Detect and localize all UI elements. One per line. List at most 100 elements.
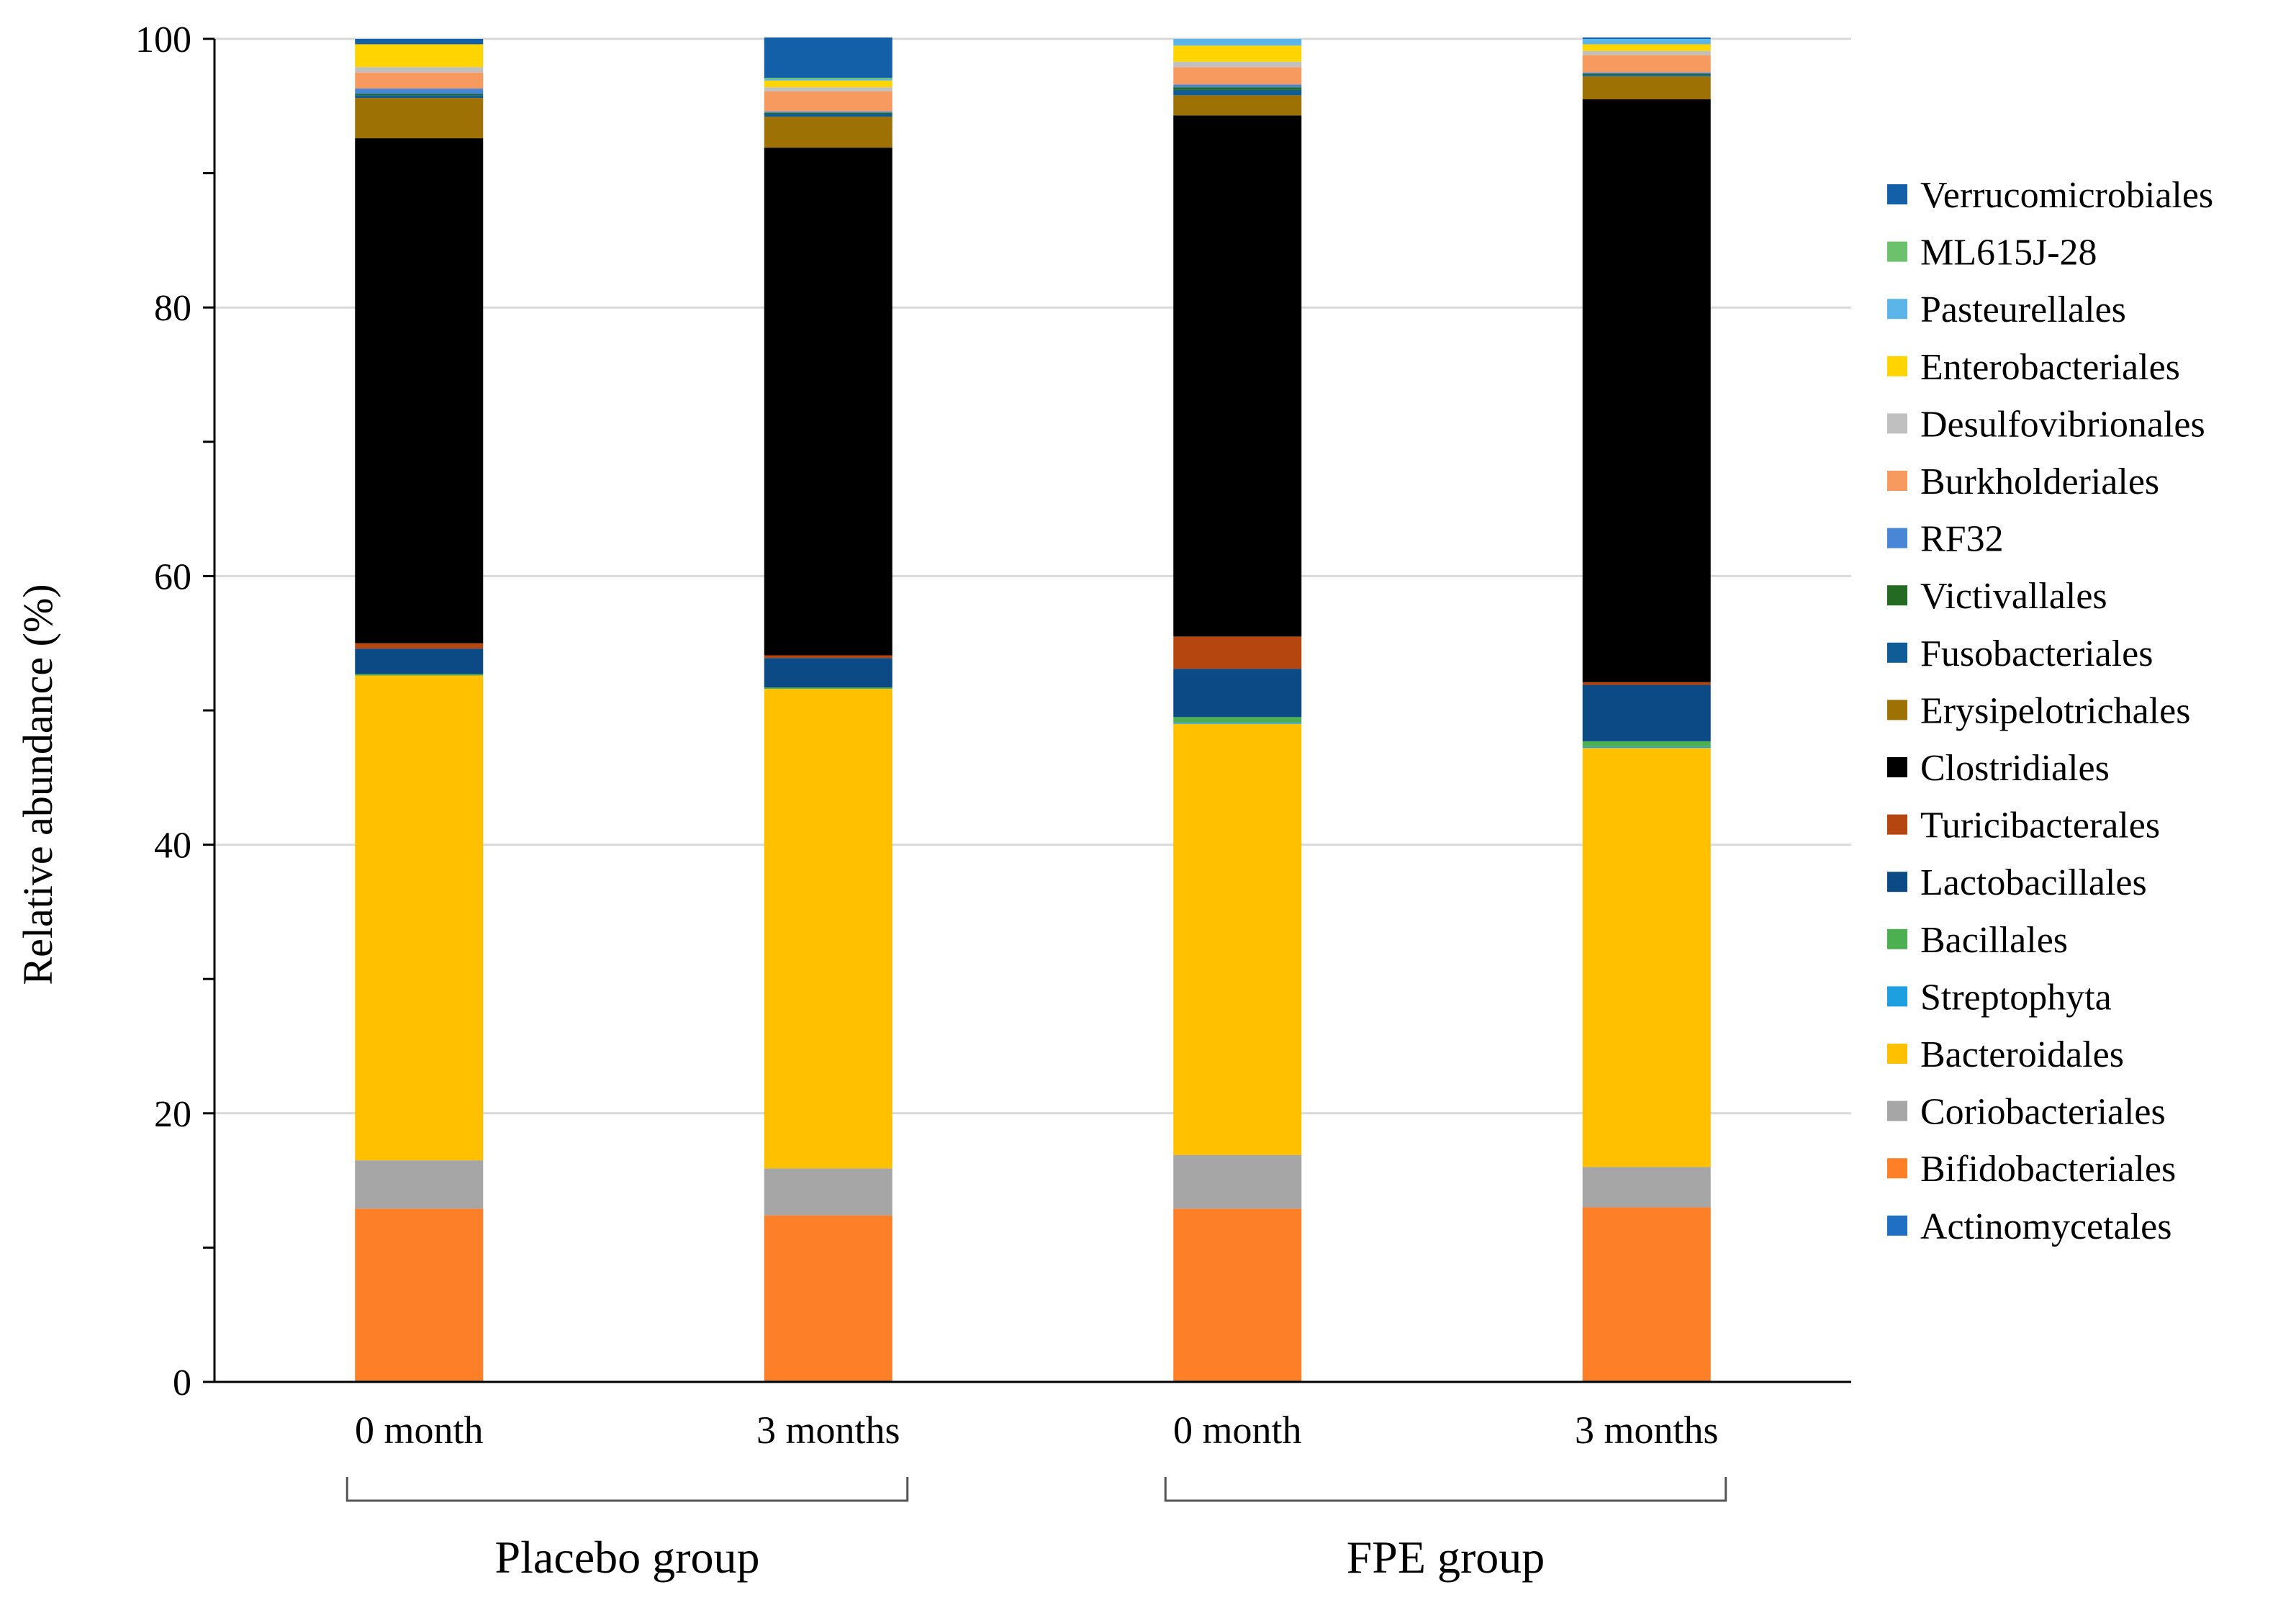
legend-label: Lactobacillales xyxy=(1920,862,2147,903)
legend-label: Victivallales xyxy=(1920,576,2107,617)
bar-segment-victivallales xyxy=(1173,87,1302,90)
bar-segment-burkholderiales xyxy=(355,72,484,89)
bar-segment-bacillales xyxy=(764,687,892,690)
y-tick-label: 60 xyxy=(154,556,191,597)
bar-segment-victivallales xyxy=(764,112,892,114)
legend: Verrucomicrobiales ML615J-28 Pasteurellale… xyxy=(1887,175,2213,1247)
legend-label: Fusobacteriales xyxy=(1920,633,2153,674)
legend-label: Burkholderiales xyxy=(1920,461,2159,502)
bar-segment-turicibacterales xyxy=(1173,636,1302,669)
legend-label: Bifidobacteriales xyxy=(1920,1149,2176,1190)
bar-segment-rf32 xyxy=(355,89,484,94)
bar-segment-verrucomicrobiales xyxy=(355,39,484,45)
legend-swatch xyxy=(1887,814,1907,835)
legend-swatch xyxy=(1887,986,1907,1007)
legend-swatch xyxy=(1887,642,1907,663)
bar-segment-bifidobacteriales xyxy=(1173,1208,1302,1381)
group-brackets: Placebo group FPE group xyxy=(345,1477,1727,1583)
bar-segment-erysipelotrichales xyxy=(764,117,892,148)
legend-label: Enterobacteriales xyxy=(1920,347,2180,388)
bar-segment-ml615j-28 xyxy=(764,78,892,79)
bar-segment-enterobacteriales xyxy=(1582,44,1711,51)
legend-label: Bacillales xyxy=(1920,920,2068,961)
bar-segment-verrucomicrobiales xyxy=(764,37,892,78)
bar-segment-bifidobacteriales xyxy=(764,1215,892,1381)
category-label: 3 months xyxy=(1575,1409,1719,1452)
bar-segment-clostridiales xyxy=(764,148,892,656)
legend-label: Coriobacteriales xyxy=(1920,1092,2166,1133)
bar-segment-streptophyta xyxy=(1173,722,1302,724)
bar-segment-victivallales xyxy=(355,94,484,96)
legend-swatch xyxy=(1887,872,1907,892)
bar-segment-rf32 xyxy=(1173,84,1302,88)
bar-segment-rf32 xyxy=(764,111,892,113)
legend-swatch xyxy=(1887,1158,1907,1179)
bar-segment-desulfovibrionales xyxy=(355,67,484,73)
bar-segment-turicibacterales xyxy=(1582,682,1711,685)
bar-segment-erysipelotrichales xyxy=(1582,76,1711,99)
legend-label: Actinomycetales xyxy=(1920,1206,2171,1247)
legend-label: Clostridiales xyxy=(1920,748,2110,789)
bar-segment-desulfovibrionales xyxy=(764,87,892,91)
y-tick-label: 40 xyxy=(154,826,191,867)
y-tick-label: 0 xyxy=(173,1362,191,1404)
bar-segment-bacillales xyxy=(1582,741,1711,747)
bar-segment-burkholderiales xyxy=(1173,67,1302,85)
bar-segment-bacillales xyxy=(1173,717,1302,723)
legend-label: Verrucomicrobiales xyxy=(1920,175,2213,216)
bar-segment-bacillales xyxy=(355,674,484,676)
legend-swatch xyxy=(1887,1044,1907,1064)
bar-segment-coriobacteriales xyxy=(1173,1154,1302,1209)
legend-swatch xyxy=(1887,757,1907,777)
bar-segment-lactobacillales xyxy=(355,648,484,674)
legend-swatch xyxy=(1887,184,1907,204)
bar-segment-desulfovibrionales xyxy=(1173,61,1302,68)
legend-swatch xyxy=(1887,528,1907,548)
group-bracket xyxy=(1164,1477,1727,1502)
bar-segment-enterobacteriales xyxy=(1173,45,1302,62)
category-labels: 0 month 3 months 0 month 3 months xyxy=(355,1409,1719,1452)
group-bracket xyxy=(345,1477,909,1502)
bar-segment-erysipelotrichales xyxy=(1173,95,1302,116)
legend-label: Bacteroidales xyxy=(1920,1034,2124,1075)
bar-segment-pasteurellales xyxy=(1173,39,1302,46)
y-tick-label: 20 xyxy=(154,1094,191,1135)
bar-segment-clostridiales xyxy=(1173,115,1302,637)
bar-segment-enterobacteriales xyxy=(764,80,892,88)
bar-segment-coriobacteriales xyxy=(1582,1167,1711,1208)
bar-segment-verrucomicrobiales xyxy=(1582,37,1711,39)
bar-segment-clostridiales xyxy=(355,138,484,643)
category-label: 0 month xyxy=(355,1409,484,1452)
category-label: 3 months xyxy=(756,1409,900,1452)
bar-segment-erysipelotrichales xyxy=(355,98,484,139)
bar-segment-bacteroidales xyxy=(355,675,484,1161)
legend-swatch xyxy=(1887,299,1907,320)
bar-segment-bacteroidales xyxy=(764,689,892,1169)
bar-segment-bacteroidales xyxy=(1173,723,1302,1155)
axes xyxy=(203,37,1851,1383)
bar-segment-fusobacteriales xyxy=(355,95,484,99)
y-tick-label: 100 xyxy=(135,19,191,60)
legend-label: Streptophyta xyxy=(1920,977,2112,1018)
bar-segment-lactobacillales xyxy=(764,658,892,688)
group-label: FPE group xyxy=(1347,1532,1545,1583)
legend-swatch xyxy=(1887,241,1907,262)
bar-segment-coriobacteriales xyxy=(355,1160,484,1209)
legend-swatch xyxy=(1887,585,1907,606)
legend-swatch xyxy=(1887,1215,1907,1236)
bar-segment-bifidobacteriales xyxy=(355,1208,484,1381)
bar-segment-turicibacterales xyxy=(355,643,484,649)
bar-segment-rf32 xyxy=(1582,72,1711,74)
bar-segment-bacteroidales xyxy=(1582,748,1711,1167)
bar-segment-lactobacillales xyxy=(1173,669,1302,718)
bar-segment-victivallales xyxy=(1582,73,1711,76)
y-tick-labels: 0 20 40 60 80 100 xyxy=(135,19,191,1404)
legend-swatch xyxy=(1887,356,1907,376)
legend-label: ML615J-28 xyxy=(1920,232,2097,274)
legend-label: Pasteurellales xyxy=(1920,289,2126,330)
bar-segment-fusobacteriales xyxy=(1173,89,1302,96)
bar-segment-fusobacteriales xyxy=(764,114,892,117)
bar-segment-enterobacteriales xyxy=(355,44,484,68)
bar-segment-burkholderiales xyxy=(764,91,892,112)
